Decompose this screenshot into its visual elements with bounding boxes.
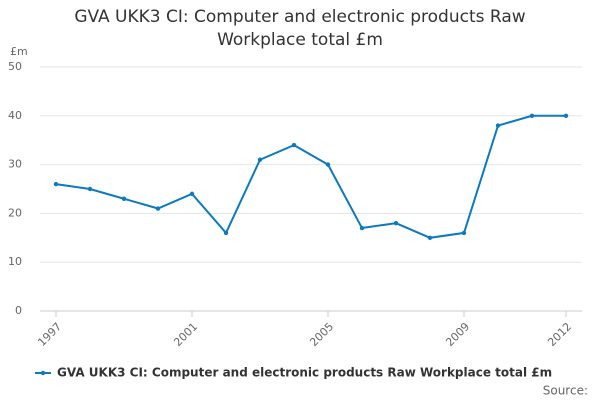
data-point: [529, 113, 535, 119]
chart-title: GVA UKK3 CI: Computer and electronic pro…: [74, 7, 526, 50]
data-point: [427, 235, 433, 240]
x-tick-label: 2009: [443, 320, 472, 349]
data-point: [257, 157, 263, 162]
x-tick-label: 1997: [35, 320, 64, 349]
data-point: [393, 220, 399, 226]
data-point: [189, 191, 195, 197]
y-tick-label: 10: [8, 255, 22, 268]
data-point: [359, 225, 365, 231]
y-tick-label: 50: [8, 60, 22, 73]
data-point: [121, 196, 127, 201]
legend-label: GVA UKK3 CI: Computer and electronic pro…: [57, 366, 552, 380]
data-point: [461, 230, 467, 236]
data-point: [291, 142, 297, 148]
data-point: [563, 113, 569, 119]
y-tick-label: 40: [8, 109, 22, 122]
data-point: [87, 186, 93, 192]
data-point: [53, 181, 59, 187]
y-tick-label: 30: [8, 158, 22, 171]
source: Source:: [543, 384, 588, 398]
y-tick-label: 0: [15, 304, 22, 317]
data-point: [495, 123, 501, 128]
legend-swatch-dot: [40, 370, 46, 376]
data-point: [325, 162, 331, 167]
series-line: [55, 114, 566, 239]
y-axis-label: £m: [10, 45, 28, 58]
y-tick-label: 20: [8, 206, 22, 219]
data-point: [223, 230, 229, 236]
data-point: [155, 206, 161, 211]
x-tick-label: 2012: [545, 320, 574, 349]
x-tick-label: 2001: [171, 320, 200, 349]
x-tick-label: 2005: [307, 320, 336, 349]
